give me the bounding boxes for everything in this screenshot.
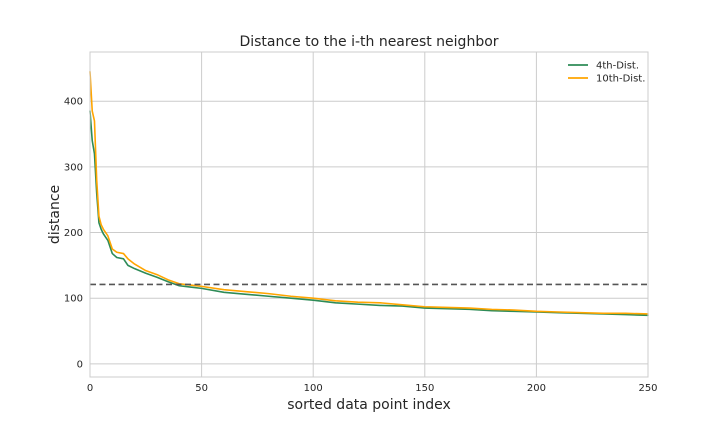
- tick-labels: 0 50 100 150 200 250 0 100 200 300 400: [64, 97, 658, 394]
- y-tick-label: 200: [64, 228, 83, 239]
- y-tick-label: 0: [77, 359, 83, 370]
- chart-title: Distance to the i-th nearest neighbor: [239, 34, 498, 50]
- x-tick-label: 50: [195, 383, 208, 394]
- series-layer: [89, 70, 649, 317]
- x-tick-label: 0: [87, 383, 93, 394]
- x-tick-label: 250: [638, 383, 657, 394]
- y-axis-label: distance: [47, 185, 63, 244]
- x-tick-label: 150: [415, 383, 434, 394]
- plot-area: [90, 52, 648, 377]
- series-line-4th-dist: [89, 110, 649, 317]
- x-tick-label: 100: [304, 383, 323, 394]
- series-line-10th-dist: [89, 70, 649, 315]
- legend: 4th-Dist. 10th-Dist.: [568, 61, 645, 85]
- plot-frame: [89, 51, 649, 378]
- y-tick-label: 300: [64, 162, 83, 173]
- x-axis-label: sorted data point index: [287, 397, 451, 413]
- y-tick-label: 400: [64, 97, 83, 108]
- x-tick-label: 200: [527, 383, 546, 394]
- legend-label-10th-dist: 10th-Dist.: [596, 74, 645, 85]
- legend-label-4th-dist: 4th-Dist.: [596, 61, 639, 72]
- y-tick-label: 100: [64, 294, 83, 305]
